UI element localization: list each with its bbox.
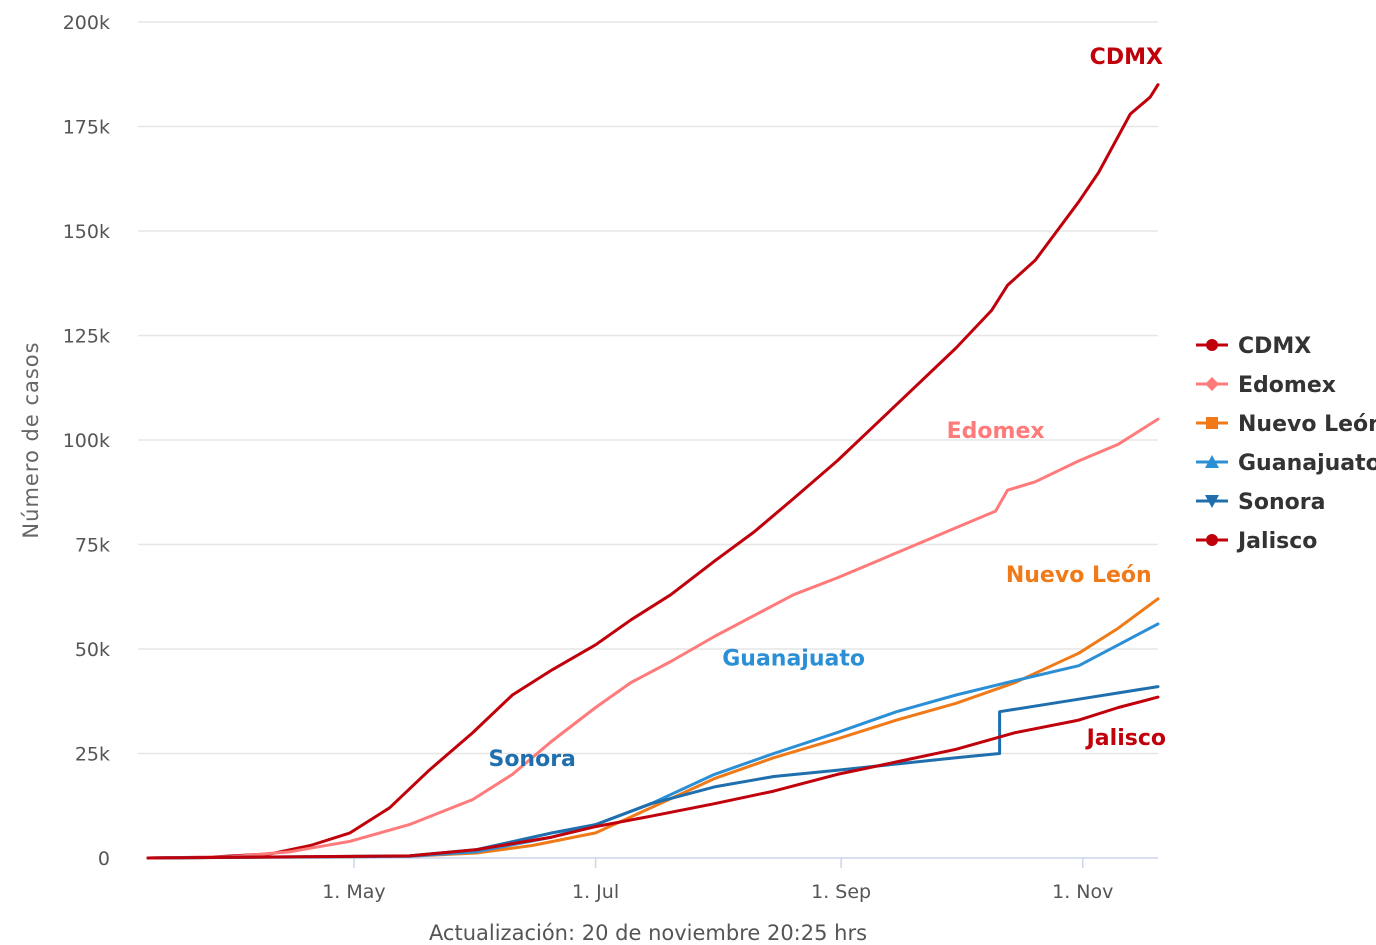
legend-item[interactable]: Jalisco xyxy=(1196,529,1317,554)
legend-item[interactable]: Edomex xyxy=(1196,373,1336,398)
legend-label: CDMX xyxy=(1238,334,1311,359)
series-annotation: Jalisco xyxy=(1085,726,1166,751)
x-tick-label: 1. Jul xyxy=(572,881,619,903)
legend-label: Sonora xyxy=(1238,490,1325,515)
series-line-nuevo-le-n xyxy=(146,597,1160,860)
y-tick-label: 200k xyxy=(63,12,110,34)
y-tick-label: 150k xyxy=(63,221,110,243)
y-tick-label: 25k xyxy=(75,744,110,766)
series-annotation: Nuevo León xyxy=(1006,563,1152,588)
legend-marker-icon xyxy=(1205,377,1219,391)
legend-item[interactable]: Guanajuato xyxy=(1196,451,1376,476)
y-tick-label: 100k xyxy=(63,430,110,452)
update-caption: Actualización: 20 de noviembre 20:25 hrs xyxy=(429,921,867,945)
legend-marker-icon xyxy=(1206,339,1218,351)
series-annotation: CDMX xyxy=(1090,45,1163,70)
annotation-layer: CDMX Edomex Nuevo León Guanajuato Sonora Jali… xyxy=(488,45,1166,772)
legend-marker-icon xyxy=(1206,534,1218,546)
legend-marker-icon xyxy=(1205,455,1219,468)
legend: CDMX Edomex Nuevo León Guanajuato Sonora Jali… xyxy=(1196,334,1376,554)
y-tick-label: 125k xyxy=(63,326,110,348)
legend-label: Guanajuato xyxy=(1238,451,1376,476)
series-annotation: Sonora xyxy=(488,747,575,772)
y-tick-label: 0 xyxy=(98,848,110,870)
series-line-edomex xyxy=(146,417,1160,860)
y-tick-label: 50k xyxy=(75,639,110,661)
legend-label: Nuevo León xyxy=(1238,412,1376,437)
y-tick-label: 175k xyxy=(63,117,110,139)
legend-item[interactable]: Sonora xyxy=(1196,490,1325,515)
series-line-jalisco xyxy=(146,695,1160,860)
series-annotation: Edomex xyxy=(947,419,1045,444)
x-tick-label: 1. Nov xyxy=(1052,881,1113,903)
y-axis-label: Número de casos xyxy=(19,341,43,538)
legend-label: Jalisco xyxy=(1236,529,1317,554)
x-tick-label: 1. May xyxy=(322,881,385,903)
legend-item[interactable]: Nuevo León xyxy=(1196,412,1376,437)
series-line-guanajuato xyxy=(146,622,1160,860)
x-tick-label: 1. Sep xyxy=(811,881,871,903)
legend-item[interactable]: CDMX xyxy=(1196,334,1311,359)
legend-marker-icon xyxy=(1206,417,1218,429)
series-annotation: Guanajuato xyxy=(722,647,865,672)
legend-marker-icon xyxy=(1205,495,1219,508)
y-tick-label: 75k xyxy=(75,535,110,557)
series-line-cdmx xyxy=(146,83,1160,860)
axis-layer: 0 25k 50k 75k 100k 125k 150k 175k 200k 1. May 1. J… xyxy=(63,12,1158,903)
grid-layer xyxy=(138,21,1158,755)
legend-label: Edomex xyxy=(1238,373,1336,398)
series-layer xyxy=(146,83,1160,860)
series-line-sonora xyxy=(146,685,1160,860)
